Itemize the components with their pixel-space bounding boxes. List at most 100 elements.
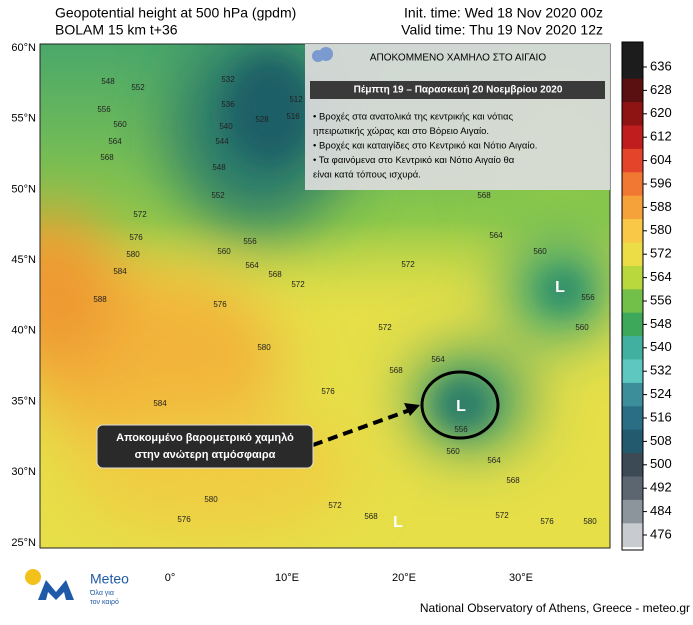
model: BOLAM 15 km t+36 — [55, 22, 178, 38]
contour-label: 560 — [533, 247, 547, 256]
low-marker: L — [555, 279, 565, 296]
low-marker: L — [456, 398, 466, 415]
contour-label: 568 — [364, 512, 378, 521]
colorbar-label: 596 — [650, 175, 672, 190]
colorbar-band — [622, 125, 643, 150]
lat-label: 35°N — [11, 395, 36, 407]
colorbar-label: 492 — [650, 480, 672, 495]
contour-label: 576 — [129, 233, 143, 242]
colorbar-band — [622, 242, 643, 267]
colorbar-label: 532 — [650, 363, 672, 378]
contour-label: 544 — [215, 137, 229, 146]
contour-label: 580 — [583, 517, 597, 526]
colorbar-label: 508 — [650, 433, 672, 448]
contour-label: 572 — [495, 511, 509, 520]
contour-label: 552 — [211, 191, 225, 200]
info-bullet: • Τα φαινόμενα στο Κεντρικό και Νότιο Αι… — [313, 155, 515, 166]
contour-label: 560 — [575, 323, 589, 332]
lat-label: 45°N — [11, 254, 36, 266]
colorbar-band — [622, 382, 643, 407]
contour-label: 564 — [487, 456, 501, 465]
colorbar-band — [622, 289, 643, 314]
lat-label: 55°N — [11, 113, 36, 125]
contour-label: 576 — [177, 515, 191, 524]
info-bullet: • Βροχές και καταιγίδες στο Κεντρικό και… — [313, 141, 537, 152]
lon-label: 0° — [165, 572, 176, 584]
lon-label: 20°E — [392, 572, 416, 584]
colorbar-band — [622, 312, 643, 337]
contour-label: 556 — [243, 237, 257, 246]
contour-label: 584 — [153, 399, 167, 408]
colorbar-band — [622, 336, 643, 360]
contour-label: 576 — [321, 387, 335, 396]
contour-label: 536 — [221, 100, 235, 109]
logo: Meteo Όλα για τον καιρό — [25, 569, 129, 606]
colorbar-label: 620 — [650, 105, 672, 120]
contour-label: 580 — [126, 250, 140, 259]
colorbar-label: 556 — [650, 292, 672, 307]
lat-label: 60°N — [11, 42, 36, 54]
colorbar-band — [622, 148, 643, 173]
colorbar-band — [622, 102, 643, 126]
slogan: τον καιρό — [90, 598, 119, 606]
contour-label: 576 — [213, 300, 227, 309]
contour-label: 580 — [257, 343, 271, 352]
credit: National Observatory of Athens, Greece -… — [420, 601, 690, 615]
contour-label: 548 — [212, 163, 226, 172]
contour-label: 532 — [221, 75, 235, 84]
contour-label: 556 — [454, 425, 468, 434]
lat-label: 40°N — [11, 325, 36, 337]
annotation-line: στην ανώτερη ατμόσφαιρα — [135, 449, 276, 461]
annotation-line: Αποκομμένο βαρομετρικό χαμηλό — [116, 432, 294, 444]
contour-label: 516 — [286, 112, 300, 121]
contour-label: 572 — [133, 210, 147, 219]
colorbar-label: 612 — [650, 129, 672, 144]
colorbar-band — [622, 55, 643, 80]
contour-label: 568 — [268, 270, 282, 279]
contour-label: 556 — [97, 105, 111, 114]
contour-label: 564 — [489, 231, 503, 240]
colorbar-label: 628 — [650, 82, 672, 97]
contour-label: 576 — [540, 517, 554, 526]
contour-label: 564 — [108, 137, 122, 146]
contour-label: 564 — [431, 355, 445, 364]
colorbar-band — [622, 476, 643, 501]
contour-label: 568 — [100, 153, 114, 162]
lat-label: 30°N — [11, 466, 36, 478]
colorbar-label: 540 — [650, 339, 672, 354]
colorbar-band — [622, 406, 643, 431]
colorbar-cap — [622, 42, 643, 57]
contour-label: 540 — [219, 122, 233, 131]
title: Geopotential height at 500 hPa (gpdm) — [55, 5, 296, 21]
colorbar-band — [622, 195, 643, 220]
low-marker: L — [393, 514, 403, 531]
contour-label: 572 — [291, 280, 305, 289]
contour-label: 572 — [328, 501, 342, 510]
info-bullet: • Βροχές στα ανατολικά της κεντρικής και… — [313, 112, 514, 123]
colorbar-band — [622, 453, 643, 477]
lon-label: 10°E — [275, 572, 299, 584]
contour-label: 572 — [401, 260, 415, 269]
info-title: ΑΠΟΚΟΜΜΕΝΟ ΧΑΜΗΛΟ ΣΤΟ ΑΙΓΑΙΟ — [370, 53, 546, 64]
colorbar-label: 484 — [650, 503, 672, 518]
colorbar-frame — [621, 41, 644, 551]
info-box: ΑΠΟΚΟΜΜΕΝΟ ΧΑΜΗΛΟ ΣΤΟ ΑΙΓΑΙΟ Πέμπτη 19 –… — [305, 44, 610, 190]
colorbar-label: 524 — [650, 386, 672, 401]
brand: Meteo — [90, 571, 129, 587]
contour-label: 560 — [217, 247, 231, 256]
contour-label: 560 — [113, 120, 127, 129]
colorbar-label: 564 — [650, 269, 672, 284]
colorbar-label: 604 — [650, 152, 672, 167]
colorbar-label: 572 — [650, 246, 672, 261]
contour-label: 584 — [113, 267, 127, 276]
annotation: Αποκομμένο βαρομετρικό χαμηλό στην ανώτε… — [96, 370, 500, 469]
slogan: Όλα για — [89, 590, 114, 597]
info-date: Πέμπτη 19 – Παρασκευή 20 Νοεμβρίου 2020 — [354, 85, 563, 96]
colorbar-band — [622, 219, 643, 243]
valid-time: Valid time: Thu 19 Nov 2020 12z — [401, 22, 603, 38]
colorbar-band — [622, 78, 643, 103]
colorbar-label: 580 — [650, 222, 672, 237]
contour-label: 580 — [204, 495, 218, 504]
contour-label: 556 — [581, 293, 595, 302]
